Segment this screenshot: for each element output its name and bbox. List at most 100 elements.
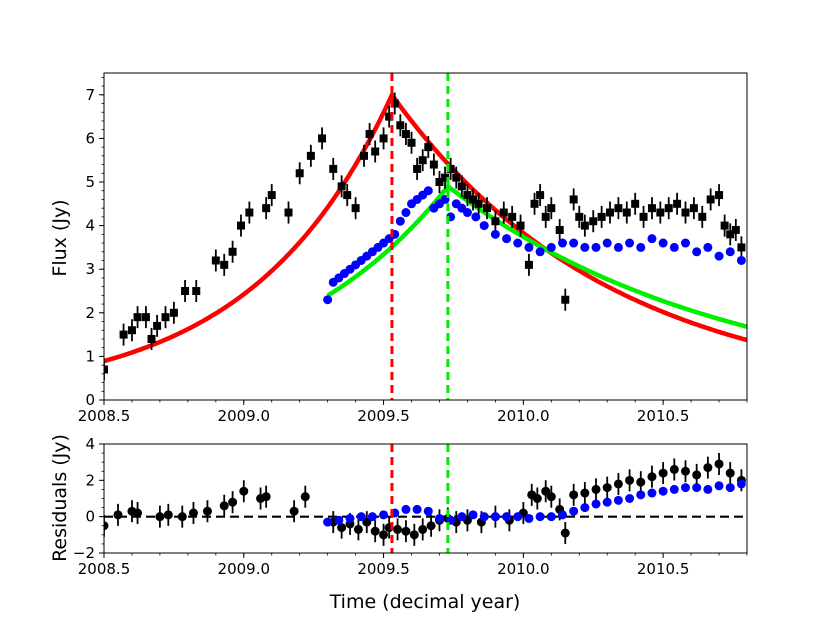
black-residuals-point	[219, 501, 229, 511]
blue-residuals-point	[323, 517, 333, 527]
black-residuals-point	[725, 468, 735, 478]
black-squares-point	[424, 143, 433, 152]
black-squares-point	[147, 334, 156, 343]
blue-points-point	[462, 208, 472, 218]
flux-panel: 2008.5 2009.0 2009.5 2010.0 2010.5 0 1 2 3 4 5 6 7	[78, 72, 748, 425]
black-squares-point	[119, 330, 128, 339]
black-squares-point	[284, 208, 293, 217]
black-squares-point	[192, 287, 201, 295]
blue-points-point	[613, 242, 623, 252]
black-residuals-point	[261, 492, 271, 502]
black-squares-point	[681, 208, 690, 217]
blue-points-point	[401, 208, 411, 218]
black-residuals-point	[680, 466, 690, 476]
black-residuals-point	[155, 512, 165, 522]
black-residuals-point	[239, 486, 249, 496]
black-residuals-point	[613, 479, 623, 489]
black-residuals-point	[426, 521, 436, 531]
blue-residuals-point	[736, 479, 746, 489]
blue-points-point	[647, 234, 657, 244]
black-residuals-point	[202, 506, 212, 516]
black-squares-point	[639, 212, 648, 221]
black-squares-point	[337, 182, 346, 191]
blue-residuals-point	[647, 488, 657, 498]
blue-points-point	[636, 242, 646, 252]
flux-frame	[103, 72, 748, 401]
y-tick-label: 4	[85, 217, 95, 235]
black-residuals-point	[692, 470, 702, 480]
black-squares-point	[441, 173, 450, 182]
blue-points-point	[703, 242, 713, 252]
black-squares-point	[555, 225, 564, 234]
blue-points-point	[625, 238, 635, 248]
y-tick-label: 1	[85, 347, 95, 365]
blue-residuals-point	[602, 497, 612, 507]
black-residuals-point	[289, 506, 299, 516]
blue-residuals-point	[725, 483, 735, 493]
black-squares-point	[547, 204, 556, 213]
blue-points-point	[502, 234, 512, 244]
black-squares-point	[589, 217, 598, 226]
black-residuals-point	[569, 490, 579, 500]
x-tick-label: 2010.0	[497, 407, 550, 425]
black-residuals-point	[647, 472, 657, 482]
black-squares-point	[446, 164, 455, 173]
black-squares-point	[656, 208, 665, 217]
blue-residuals-point	[401, 504, 411, 514]
x-tick-label: 2008.5	[78, 560, 131, 578]
black-squares-point	[561, 295, 570, 304]
black-squares-point	[407, 138, 416, 147]
black-squares-point	[390, 99, 399, 108]
black-squares-point	[211, 256, 220, 265]
black-squares-point	[706, 195, 715, 204]
black-squares-point	[575, 212, 584, 221]
y-tick-label: −2	[73, 544, 95, 562]
black-squares-point	[295, 169, 304, 178]
red-model-curve	[104, 90, 747, 364]
flux-plot-area	[104, 90, 747, 381]
black-squares-point	[474, 199, 483, 208]
black-squares-point	[580, 221, 589, 230]
black-squares-point	[664, 204, 673, 213]
residuals-panel: 2008.5 2009.0 2009.5 2010.0 2010.5 −2 0 2 4	[73, 435, 748, 578]
residuals-y-axis-label: Residuals (Jy)	[49, 434, 71, 562]
blue-residuals-point	[412, 504, 422, 514]
black-residuals-point	[714, 459, 724, 469]
blue-residuals-point	[434, 513, 444, 523]
residuals-frame	[103, 443, 748, 554]
black-squares-point	[524, 260, 533, 269]
x-tick-label: 2010.5	[637, 407, 690, 425]
black-residuals-point	[532, 494, 542, 503]
black-residuals-point	[625, 475, 635, 485]
blue-points-point	[423, 186, 433, 196]
x-tick-label: 2009.0	[218, 560, 271, 578]
black-residuals-point	[393, 524, 403, 534]
y-tick-label: 4	[85, 435, 95, 453]
y-tick-label: 6	[85, 129, 95, 147]
blue-residuals-point	[334, 515, 344, 525]
y-tick-label: 3	[85, 260, 95, 278]
black-squares-point	[306, 151, 315, 160]
blue-residuals-point	[580, 503, 590, 513]
y-tick-label: 2	[85, 471, 95, 489]
black-residuals-point	[658, 468, 668, 478]
black-residuals-point	[541, 486, 551, 496]
x-axis-label: Time (decimal year)	[329, 591, 521, 613]
black-squares-point	[262, 204, 271, 213]
black-residuals-point	[560, 528, 570, 538]
black-squares-point	[413, 164, 422, 173]
black-squares-point	[647, 204, 656, 213]
black-squares-point	[161, 313, 170, 322]
black-squares-point	[491, 217, 500, 226]
black-squares-point	[318, 134, 327, 143]
blue-residuals-point	[468, 510, 478, 520]
black-residuals-point	[353, 524, 363, 534]
residuals-plot-area	[104, 452, 747, 546]
blue-residuals-point	[379, 510, 389, 520]
black-squares-point	[469, 195, 478, 204]
black-squares-point	[385, 112, 394, 121]
black-squares-point	[452, 173, 461, 182]
black-squares-point	[622, 208, 631, 217]
blue-residuals-point	[692, 483, 702, 493]
x-tick-label: 2008.5	[78, 407, 131, 425]
